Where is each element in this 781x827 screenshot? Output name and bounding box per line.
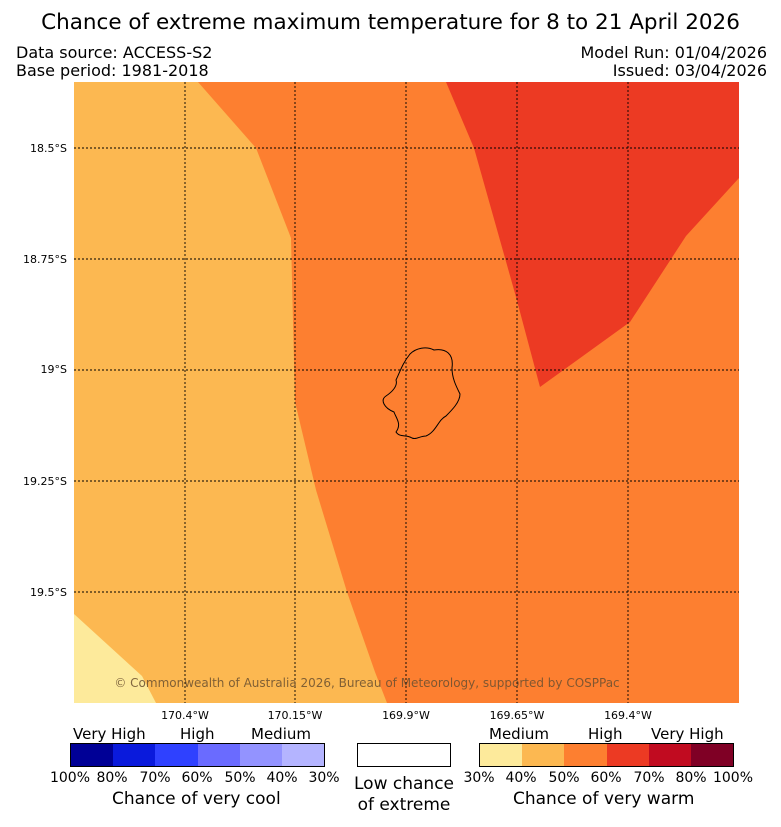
lon-label: 169.4°W: [604, 709, 652, 722]
lat-label: 19°S: [40, 363, 67, 376]
region-medium-40-50: [74, 82, 387, 703]
warm-caption: Chance of very warm: [513, 789, 695, 809]
warm-tick: 50%: [548, 770, 580, 786]
cool-level-very-high: Very High: [73, 725, 146, 743]
cool-tick: 60%: [181, 770, 213, 786]
cool-tick: 80%: [96, 770, 128, 786]
copyright-notice: © Commonwealth of Australia 2026, Bureau…: [114, 676, 620, 690]
cool-colorbar: [70, 743, 325, 767]
warm-tick: 60%: [590, 770, 622, 786]
warm-tick: 70%: [633, 770, 665, 786]
warm-tick: 80%: [675, 770, 707, 786]
warm-swatch: [690, 744, 734, 766]
cool-tick: 30%: [308, 770, 340, 786]
warm-swatch: [606, 744, 649, 766]
island-outline: [382, 347, 461, 440]
data-source: Data source: ACCESS-S2: [16, 43, 213, 62]
lon-label: 170.15°W: [267, 709, 323, 722]
model-run: Model Run: 01/04/2026: [580, 43, 768, 62]
header-right: Model Run: 01/04/2026 Issued: 03/04/2026: [581, 44, 768, 80]
warm-level-high: High: [588, 725, 623, 743]
cool-swatch: [239, 744, 282, 766]
header-left: Data source: ACCESS-S2 Base period: 1981…: [16, 44, 212, 80]
cool-tick: 100%: [49, 770, 91, 786]
lat-label: 18.75°S: [23, 253, 67, 266]
lat-label: 19.5°S: [30, 586, 67, 599]
cool-swatch: [155, 744, 198, 766]
base-period: Base period: 1981-2018: [16, 61, 209, 80]
cool-tick: 70%: [139, 770, 171, 786]
warm-swatch: [564, 744, 607, 766]
lon-label: 169.9°W: [382, 709, 430, 722]
warm-swatch: [648, 744, 691, 766]
chart-title: Chance of extreme maximum temperature fo…: [41, 10, 740, 35]
region-medium-30-40: [74, 614, 156, 703]
cool-caption: Chance of very cool: [112, 789, 281, 809]
warm-level-very-high: Very High: [651, 725, 724, 743]
low-chance-line1: Low chance: [354, 774, 454, 794]
low-chance-line2: of extreme: [357, 795, 451, 815]
cool-level-high: High: [180, 725, 215, 743]
warm-level-medium: Medium: [489, 725, 549, 743]
cool-tick: 50%: [224, 770, 256, 786]
issued-date: Issued: 03/04/2026: [612, 61, 767, 80]
cool-swatch: [71, 744, 114, 766]
warm-tick: 30%: [463, 770, 495, 786]
warm-swatch: [480, 744, 523, 766]
warm-colorbar: [479, 743, 734, 767]
cool-swatch: [281, 744, 325, 766]
region-high-60-70: [446, 82, 739, 387]
cool-swatch: [197, 744, 240, 766]
warm-tick: 100%: [712, 770, 754, 786]
cool-level-medium: Medium: [251, 725, 311, 743]
lat-label: 18.5°S: [30, 142, 67, 155]
lon-label: 169.65°W: [489, 709, 545, 722]
warm-swatch: [522, 744, 565, 766]
cool-tick: 40%: [266, 770, 298, 786]
cool-swatch: [113, 744, 156, 766]
low-chance-caption: Low chance of extreme: [340, 774, 468, 816]
lon-label: 170.4°W: [161, 709, 209, 722]
lat-label: 19.25°S: [23, 475, 67, 488]
map-area: [74, 82, 739, 703]
low-chance-swatch: [357, 743, 451, 767]
graticule: [74, 82, 739, 703]
warm-tick: 40%: [505, 770, 537, 786]
